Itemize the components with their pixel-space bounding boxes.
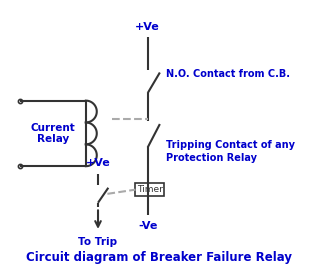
Text: Timer: Timer (137, 185, 163, 194)
Text: Tripping Contact of any
Protection Relay: Tripping Contact of any Protection Relay (166, 140, 295, 163)
Text: +Ve: +Ve (135, 22, 160, 32)
Text: Circuit diagram of Breaker Failure Relay: Circuit diagram of Breaker Failure Relay (26, 251, 292, 264)
FancyBboxPatch shape (135, 183, 164, 196)
Text: +Ve: +Ve (86, 158, 110, 168)
Text: -Ve: -Ve (138, 221, 157, 230)
Text: N.O. Contact from C.B.: N.O. Contact from C.B. (166, 69, 291, 79)
Text: Current
Relay: Current Relay (31, 122, 76, 144)
Text: To Trip: To Trip (78, 237, 117, 247)
